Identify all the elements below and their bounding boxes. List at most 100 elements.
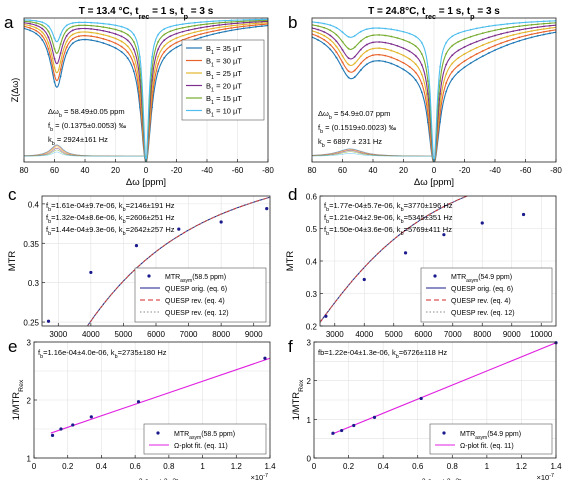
data-point (359, 30, 362, 33)
data-point (206, 23, 208, 25)
panel-letter-f: f (288, 337, 293, 356)
data-point (187, 36, 190, 39)
data-point (500, 46, 502, 49)
data-point (518, 21, 521, 24)
data-point (494, 44, 496, 47)
x-tick-label: 3000 (326, 330, 344, 339)
data-point (457, 32, 460, 35)
data-point (530, 36, 533, 39)
data-point (163, 56, 166, 59)
data-point (323, 34, 326, 37)
data-point (242, 19, 245, 21)
data-point (500, 28, 502, 30)
x-tick-label: -80 (550, 166, 562, 175)
data-point (445, 52, 448, 55)
data-point (126, 51, 129, 54)
legend-label: QUESP rev. (eq. 12) (165, 310, 229, 317)
data-point (481, 55, 484, 58)
data-point (512, 22, 515, 25)
legend-box (134, 267, 267, 323)
panel-letter-c: c (8, 185, 17, 204)
data-point (372, 27, 374, 30)
data-point (353, 69, 356, 72)
data-point (481, 50, 484, 52)
data-point (236, 26, 239, 29)
x-tick-label: 0 (144, 166, 149, 175)
data-point (169, 40, 172, 43)
data-point (65, 34, 68, 37)
data-point (41, 21, 44, 24)
data-point (71, 33, 74, 36)
data-point (163, 39, 166, 42)
x-tick-label: -40 (201, 166, 213, 175)
data-point (261, 18, 263, 21)
data-point (457, 57, 460, 59)
data-point (317, 39, 319, 41)
y-axis-label: MTR (285, 251, 296, 272)
data-point (451, 62, 454, 65)
data-point (475, 58, 478, 61)
asym-line (24, 151, 146, 157)
data-point (463, 53, 466, 55)
data-point (335, 51, 338, 54)
data-point (506, 31, 509, 34)
data-point (323, 31, 326, 33)
data-point (506, 35, 509, 38)
panel-letter-d: d (288, 185, 297, 204)
data-point (84, 27, 86, 30)
x-tick-label: 80 (20, 166, 29, 175)
x-tick-label: 6000 (414, 330, 432, 339)
data-point (384, 27, 387, 30)
data-point (219, 220, 223, 224)
data-point (524, 21, 527, 24)
data-point (323, 22, 326, 25)
fit-annotation: fb = (0.1519±0.0023) ‰ (318, 123, 397, 135)
data-point (518, 39, 521, 42)
data-point (136, 400, 141, 404)
data-point (218, 24, 221, 26)
y-tick-label: 0.2 (306, 323, 318, 332)
chart-title: T = 24.8°C, trec = 1 s, tp = 3 s (368, 6, 500, 21)
legend-marker (442, 431, 446, 435)
data-point (390, 49, 393, 52)
data-point (408, 58, 411, 60)
data-point (193, 21, 196, 24)
data-point (419, 396, 423, 401)
data-point (90, 21, 92, 24)
x-axis-label: Δω [ppm] (414, 177, 454, 188)
data-point (35, 27, 38, 29)
data-point (530, 27, 533, 29)
data-point (402, 68, 405, 71)
data-point (157, 55, 160, 58)
data-point (378, 34, 380, 36)
data-point (254, 24, 257, 26)
data-point (408, 65, 411, 68)
x-tick-label: 8000 (473, 330, 491, 339)
data-point (126, 28, 129, 30)
data-point (114, 33, 117, 35)
data-point (169, 50, 172, 53)
y-tick-label: 0.25 (23, 319, 39, 328)
data-point (193, 27, 196, 30)
data-point (175, 41, 178, 44)
x-tick-label: 20 (111, 166, 120, 175)
fit-annotation: fb=1.16e-04±4.0e-06, kb=2735±180 Hz (38, 348, 167, 360)
y-tick-label: 0.35 (23, 240, 39, 249)
data-point (206, 34, 208, 37)
data-point (341, 55, 344, 57)
chart-panel-e: 0 0.2 0.4 0.6 0.8 1 1.2 1.4 ×10-7 1 2 3 ω1-2 [rad-2s… (11, 339, 276, 480)
data-point (384, 41, 387, 44)
data-point (187, 25, 190, 28)
y-tick-label: 2 (307, 377, 312, 386)
data-point (420, 41, 423, 44)
data-point (324, 314, 328, 318)
y-tick-label: 0.3 (306, 290, 318, 299)
data-point (200, 33, 202, 36)
data-point (549, 20, 551, 22)
data-point (457, 49, 460, 52)
data-point (451, 78, 454, 80)
data-point (139, 56, 141, 58)
x-tick-label: 20 (399, 166, 408, 175)
x-tick-label: 40 (81, 166, 90, 175)
y-axis-label: 1/MTRRex (11, 379, 25, 420)
